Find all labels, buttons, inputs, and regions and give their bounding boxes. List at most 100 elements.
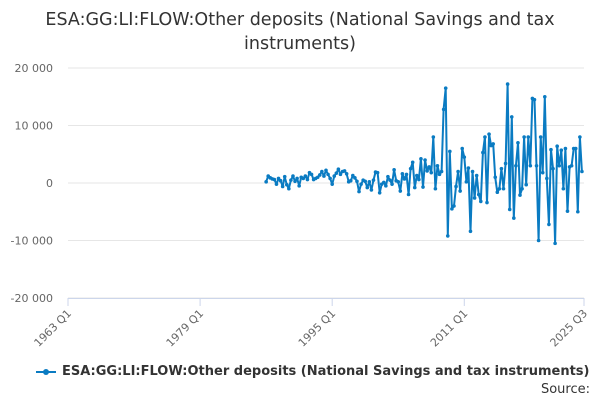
data-point [303, 174, 308, 178]
x-tick-label: 2011 Q1 [428, 307, 471, 350]
data-point [441, 107, 446, 112]
data-point [278, 178, 283, 183]
data-point [536, 238, 541, 243]
data-point [338, 172, 343, 177]
data-point [301, 176, 306, 181]
data-point [429, 170, 434, 175]
data-point [295, 176, 299, 181]
data-point [474, 173, 479, 178]
data-point [483, 135, 487, 139]
data-point [421, 185, 425, 189]
data-point [452, 204, 456, 208]
data-point [549, 147, 553, 152]
data-point [443, 86, 448, 90]
data-point [569, 163, 574, 168]
data-point [540, 170, 545, 175]
data-point [355, 179, 359, 184]
source-label[interactable]: Source: [540, 382, 590, 397]
data-point [551, 166, 555, 171]
data-point [485, 200, 489, 205]
data-point [423, 158, 427, 162]
data-point [291, 174, 295, 178]
data-point [359, 182, 363, 186]
data-point [507, 207, 512, 212]
data-point [491, 142, 495, 146]
data-point [392, 167, 396, 172]
data-point [450, 207, 454, 211]
data-point [503, 161, 508, 166]
data-point [274, 182, 279, 186]
data-point [454, 184, 458, 189]
data-point [481, 150, 485, 155]
data-point [386, 174, 390, 179]
data-point [342, 169, 347, 173]
data-point [518, 193, 522, 197]
data-point [408, 166, 413, 171]
data-point [318, 173, 322, 177]
data-point [532, 97, 537, 102]
data-point [580, 169, 584, 174]
data-point [309, 172, 314, 177]
data-point [402, 177, 407, 181]
data-point [576, 209, 580, 214]
data-point [439, 169, 444, 174]
legend-label: ESA:GG:LI:FLOW:Other deposits (National … [62, 364, 590, 379]
data-point [410, 160, 415, 165]
data-point [367, 180, 372, 184]
data-point [371, 178, 376, 182]
data-point [542, 94, 547, 99]
data-point [563, 146, 568, 151]
data-point [538, 135, 543, 139]
data-point [493, 175, 498, 180]
data-point [369, 188, 374, 192]
data-point [464, 180, 469, 184]
data-point [336, 167, 341, 171]
y-tick-label: 20 000 [15, 62, 54, 75]
x-tick-label: 1995 Q1 [296, 307, 339, 350]
data-point [448, 149, 452, 154]
data-point [505, 82, 510, 86]
data-point [468, 229, 473, 234]
data-point [351, 173, 355, 178]
data-point [557, 163, 562, 168]
data-point [330, 182, 334, 186]
data-point [400, 172, 405, 176]
data-point [320, 169, 324, 174]
data-point [357, 189, 361, 194]
data-point [315, 175, 320, 180]
data-point [425, 169, 429, 173]
x-tick-label: 1979 Q1 [164, 307, 207, 350]
data-point [322, 174, 326, 178]
data-point [524, 182, 529, 187]
data-point [289, 178, 293, 182]
data-point [406, 192, 411, 197]
data-point [522, 135, 526, 139]
x-tick-label: 1963 Q1 [32, 307, 75, 350]
data-point [460, 146, 465, 151]
data-point [384, 184, 388, 188]
data-point [501, 186, 506, 191]
data-point [476, 192, 481, 197]
data-point [573, 146, 578, 151]
data-point [398, 189, 403, 193]
data-point [559, 148, 564, 153]
data-point [495, 190, 500, 194]
data-point [264, 180, 268, 184]
data-point [526, 135, 531, 139]
data-point [375, 170, 380, 175]
data-point [520, 186, 524, 191]
data-point [433, 186, 438, 191]
legend-item[interactable]: ESA:GG:LI:FLOW:Other deposits (National … [36, 364, 590, 379]
data-point [456, 169, 460, 174]
data-point [344, 172, 349, 176]
data-point [419, 157, 423, 161]
data-point [305, 177, 310, 182]
data-point [445, 234, 450, 238]
data-point [390, 182, 394, 186]
data-point [578, 135, 582, 139]
data-point [282, 174, 287, 179]
data-point [396, 180, 401, 184]
data-point [472, 196, 477, 200]
data-point [547, 222, 551, 227]
data-point [427, 165, 432, 169]
